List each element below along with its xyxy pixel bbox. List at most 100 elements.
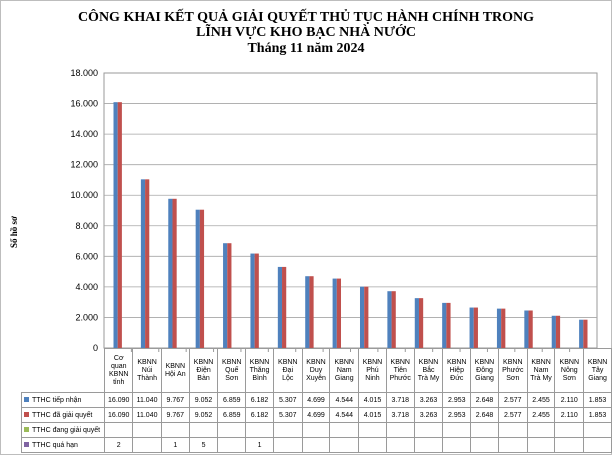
legend-swatch xyxy=(24,397,29,403)
bar-tthc-đã-giải-quyết xyxy=(336,278,342,348)
table-cell: 2.953 xyxy=(442,407,472,423)
table-cell xyxy=(132,422,162,438)
series-legend-label: TTHC đã giải quyết xyxy=(20,407,106,423)
table-cell xyxy=(526,422,556,438)
category-label: KBNN Duy Xuyên xyxy=(301,348,331,393)
table-cell: 2.953 xyxy=(442,392,472,408)
category-label: KBNN Đại Lộc xyxy=(272,348,303,393)
bar-tthc-tiếp-nhận xyxy=(195,209,200,348)
category-label: KBNN Bắc Trà My xyxy=(413,348,444,393)
category-label: KBNN Đông Giang xyxy=(470,348,499,393)
table-cell xyxy=(385,437,415,453)
table-cell xyxy=(217,422,247,438)
table-cell: 2.455 xyxy=(526,407,556,423)
category-label: KBNN Hiệp Đức xyxy=(442,348,472,393)
table-cell xyxy=(358,437,387,453)
table-cell: 3.718 xyxy=(385,407,415,423)
table-cell: 2.648 xyxy=(470,392,499,408)
table-cell xyxy=(413,422,444,438)
table-cell: 9.052 xyxy=(188,392,219,408)
bar-tthc-đã-giải-quyết xyxy=(555,315,561,348)
table-cell xyxy=(526,437,556,453)
table-cell: 5 xyxy=(188,437,219,453)
table-cell: 9.767 xyxy=(160,392,190,408)
table-cell xyxy=(272,437,303,453)
table-cell: 4.699 xyxy=(301,407,331,423)
table-cell: 9.767 xyxy=(160,407,190,423)
bar-tthc-đã-giải-quyết xyxy=(473,307,478,348)
table-cell xyxy=(104,422,134,438)
category-label: Cơ quan KBNN tỉnh xyxy=(104,348,134,393)
table-cell: 4.544 xyxy=(329,407,360,423)
category-label: KBNN Điện Bàn xyxy=(188,348,219,393)
table-cell xyxy=(329,422,360,438)
table-cell xyxy=(583,422,612,438)
table-row: TTHC tiếp nhận 16.090 11.040 9.767 9.052 6.85… xyxy=(20,392,612,408)
table-cell: 2.577 xyxy=(497,392,528,408)
bar-tthc-đã-giải-quyết xyxy=(227,243,232,348)
table-cell: 1.853 xyxy=(583,392,612,408)
y-tick-label: 10.000 xyxy=(70,190,98,200)
bar-tthc-tiếp-nhận xyxy=(442,302,447,348)
table-cell: 6.859 xyxy=(217,392,247,408)
bar-tthc-đã-giải-quyết xyxy=(309,276,314,348)
y-tick-label: 12.000 xyxy=(70,160,98,170)
legend-swatch xyxy=(24,427,29,433)
category-label: KBNN Tiên Phước xyxy=(385,348,415,393)
table-cell: 16.090 xyxy=(104,407,134,423)
category-label: KBNN Phước Sơn xyxy=(497,348,528,393)
table-cell xyxy=(358,422,387,438)
table-cell xyxy=(301,437,331,453)
chart-subtitle: Tháng 11 năm 2024 xyxy=(247,41,365,56)
bar-tthc-tiếp-nhận xyxy=(524,310,529,348)
category-label: KBNN Hội An xyxy=(160,348,190,393)
bar-tthc-đã-giải-quyết xyxy=(199,209,205,348)
bar-tthc-tiếp-nhận xyxy=(579,319,584,348)
bar-tthc-đã-giải-quyết xyxy=(583,319,588,348)
table-cell xyxy=(132,437,162,453)
category-label: KBNN Phú Ninh xyxy=(358,348,387,393)
y-tick-label: 0 xyxy=(93,343,98,353)
table-cell xyxy=(442,422,472,438)
table-row: TTHC đã giải quyết 16.090 11.040 9.767 9.052… xyxy=(20,407,612,423)
table-cell xyxy=(160,422,190,438)
table-cell: 2.110 xyxy=(554,392,585,408)
table-cell xyxy=(301,422,331,438)
table-cell xyxy=(497,437,528,453)
table-cell: 6.859 xyxy=(217,407,247,423)
category-label: KBNN Quế Sơn xyxy=(217,348,247,393)
bar-tthc-tiếp-nhận xyxy=(496,308,502,348)
table-cell xyxy=(583,437,612,453)
bar-tthc-đã-giải-quyết xyxy=(501,308,506,348)
bar-tthc-tiếp-nhận xyxy=(387,291,392,348)
table-cell: 1 xyxy=(245,437,274,453)
table-cell xyxy=(442,437,472,453)
y-tick-label: 14.000 xyxy=(70,129,98,139)
bar-tthc-tiếp-nhận xyxy=(168,198,173,348)
bar-tthc-đã-giải-quyết xyxy=(446,302,451,348)
table-cell: 4.015 xyxy=(358,392,387,408)
category-label: KBNN Nông Sơn xyxy=(554,348,585,393)
chart-title-line-2: LĨNH VỰC KHO BẠC NHÀ NƯỚC xyxy=(196,25,416,40)
table-cell: 5.307 xyxy=(272,392,303,408)
table-corner xyxy=(21,348,106,393)
table-row: TTHC đang giải quyết xyxy=(20,422,612,438)
y-tick-label: 2.000 xyxy=(75,312,98,322)
bar-tthc-tiếp-nhận xyxy=(277,266,283,348)
table-cell: 3.263 xyxy=(413,392,444,408)
table-cell xyxy=(245,422,274,438)
table-cell: 4.015 xyxy=(358,407,387,423)
bar-tthc-đã-giải-quyết xyxy=(145,179,150,348)
table-row: TTHC quá hạn 2 1 5 1 xyxy=(20,437,612,453)
bar-tthc-đã-giải-quyết xyxy=(254,253,259,348)
legend-swatch xyxy=(24,442,29,448)
bar-tthc-tiếp-nhận xyxy=(551,315,556,348)
bar-tthc-tiếp-nhận xyxy=(332,278,337,348)
bar-tthc-đã-giải-quyết xyxy=(364,286,369,348)
table-cell: 5.307 xyxy=(272,407,303,423)
bar-tthc-đã-giải-quyết xyxy=(391,291,396,348)
table-cell: 9.052 xyxy=(188,407,219,423)
table-cell xyxy=(413,437,444,453)
category-label: KBNN Tây Giang xyxy=(583,348,612,393)
